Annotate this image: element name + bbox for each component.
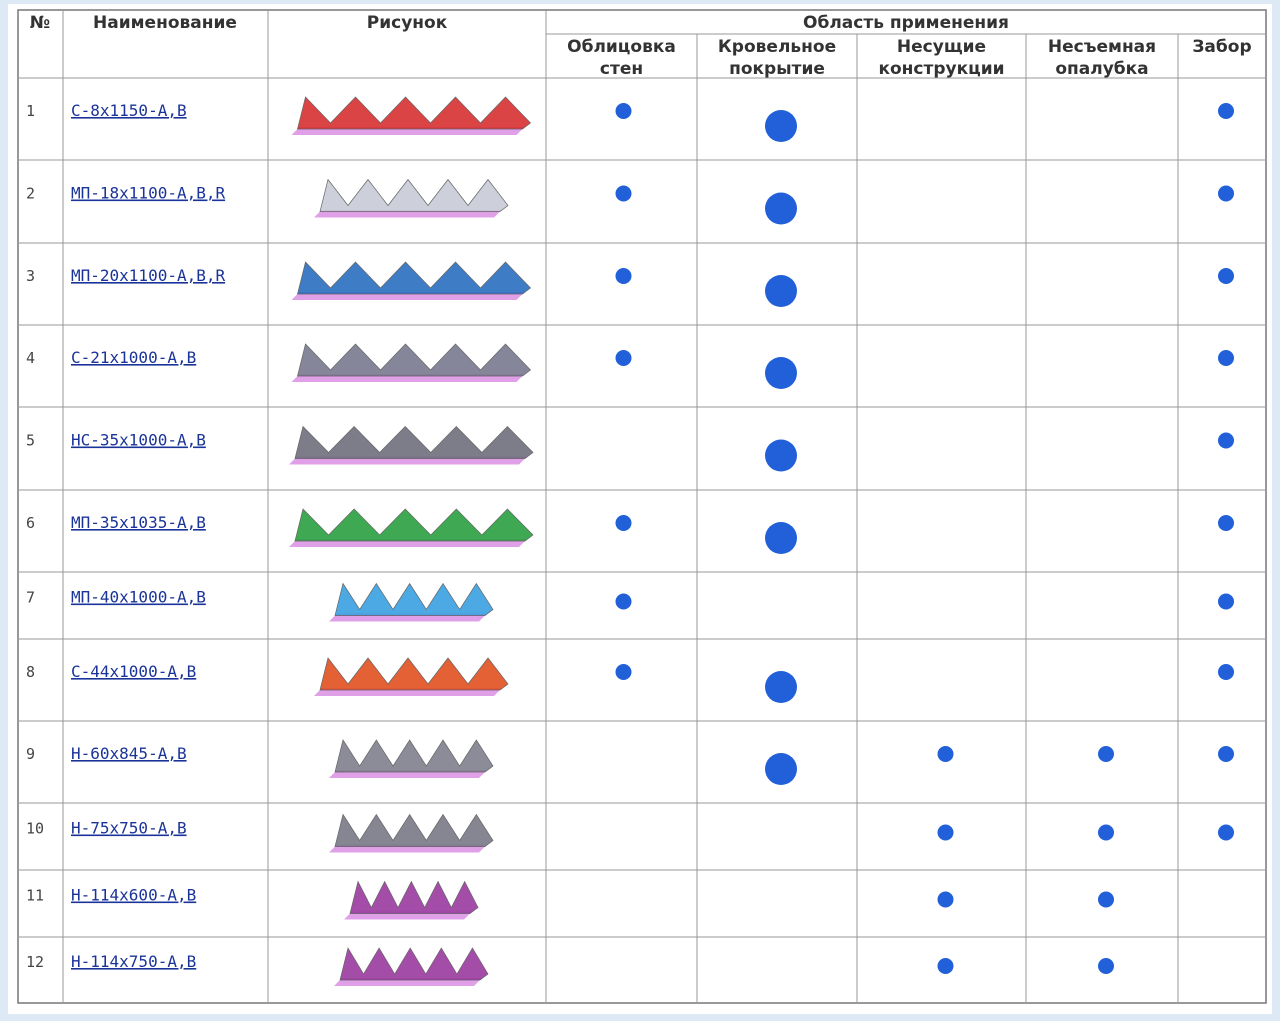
use-dot (615, 185, 632, 202)
profile-image (297, 343, 532, 377)
header-use: опалубка (1055, 59, 1148, 79)
header-use: покрытие (729, 59, 825, 79)
use-dot (1098, 958, 1114, 974)
use-dot (1098, 891, 1114, 908)
use-dot (765, 275, 797, 307)
use-dot (765, 110, 797, 142)
use-dot (1218, 103, 1234, 119)
row-number: 2 (26, 185, 35, 203)
row-number: 8 (26, 663, 35, 681)
header-name: Наименование (93, 13, 237, 33)
product-link[interactable]: С-8х1150-А,В (71, 101, 187, 120)
header-area: Область применения (803, 13, 1009, 33)
use-dot (1218, 350, 1234, 366)
profile-image (339, 947, 489, 981)
table-border (17, 9, 1267, 1004)
product-link[interactable]: С-21х1000-А,В (71, 348, 196, 367)
product-link[interactable]: С-44х1000-А,В (71, 662, 196, 681)
row-number: 10 (26, 820, 44, 838)
header-use: стен (600, 59, 643, 79)
row-number: 5 (26, 432, 35, 450)
use-dot (937, 891, 954, 908)
profile-image (294, 508, 534, 542)
use-dot (937, 958, 954, 974)
use-dot (1098, 824, 1114, 841)
row-number: 9 (26, 745, 35, 763)
use-dot (615, 515, 632, 531)
use-dot (765, 522, 797, 554)
panel (8, 4, 1272, 1014)
use-dot (1218, 664, 1234, 680)
row-number: 4 (26, 349, 35, 367)
profile-image (319, 657, 509, 691)
product-link[interactable]: МП-40х1000-А,В (71, 588, 206, 607)
row-number: 11 (26, 887, 44, 905)
product-link[interactable]: МП-35х1035-А,В (71, 513, 206, 532)
use-dot (1218, 185, 1234, 202)
product-link[interactable]: МП-20х1100-А,В,R (71, 266, 225, 285)
header-number: № (30, 13, 50, 33)
use-dot (765, 439, 797, 472)
product-link[interactable]: Н-75х750-А,В (71, 819, 187, 838)
row-number: 7 (26, 589, 35, 607)
product-link[interactable]: НС-35х1000-А,В (71, 431, 206, 450)
row-number: 12 (26, 953, 44, 971)
use-dot (615, 350, 632, 366)
row-number: 6 (26, 514, 35, 532)
use-dot (765, 753, 797, 785)
use-dot (1218, 824, 1234, 841)
use-dot (1218, 593, 1234, 610)
header-use: Облицовка (567, 37, 676, 57)
use-dot (937, 746, 954, 762)
product-link[interactable]: МП-18х1100-А,В,R (71, 184, 225, 203)
use-dot (1218, 268, 1234, 284)
use-dot (765, 671, 797, 703)
product-link[interactable]: Н-114х600-А,В (71, 886, 196, 905)
use-dot (615, 268, 632, 284)
header-use: Несущие (897, 37, 986, 57)
row-number: 3 (26, 267, 35, 285)
product-link[interactable]: Н-114х750-А,В (71, 952, 196, 971)
profile-image (297, 96, 532, 130)
header-use: Кровельное (718, 37, 836, 57)
profile-image (334, 739, 494, 773)
header-use: конструкции (878, 59, 1004, 79)
use-dot (615, 593, 632, 610)
profile-image (349, 880, 479, 914)
use-dot (1218, 432, 1234, 449)
profile-image (334, 582, 494, 616)
profile-image (294, 425, 534, 459)
use-dot (937, 824, 954, 841)
use-dot (1098, 746, 1114, 762)
header-picture: Рисунок (367, 13, 448, 33)
product-link[interactable]: Н-60х845-А,В (71, 744, 187, 763)
use-dot (615, 103, 632, 119)
use-dot (615, 664, 632, 680)
header-use: Забор (1192, 37, 1251, 57)
profile-image (319, 178, 509, 212)
header-use: Несъемная (1048, 37, 1156, 57)
use-dot (765, 357, 797, 389)
row-number: 1 (26, 102, 35, 120)
use-dot (1218, 515, 1234, 531)
use-dot (1218, 746, 1234, 762)
profile-image (297, 261, 532, 295)
use-dot (765, 192, 797, 225)
profile-image (334, 813, 494, 847)
